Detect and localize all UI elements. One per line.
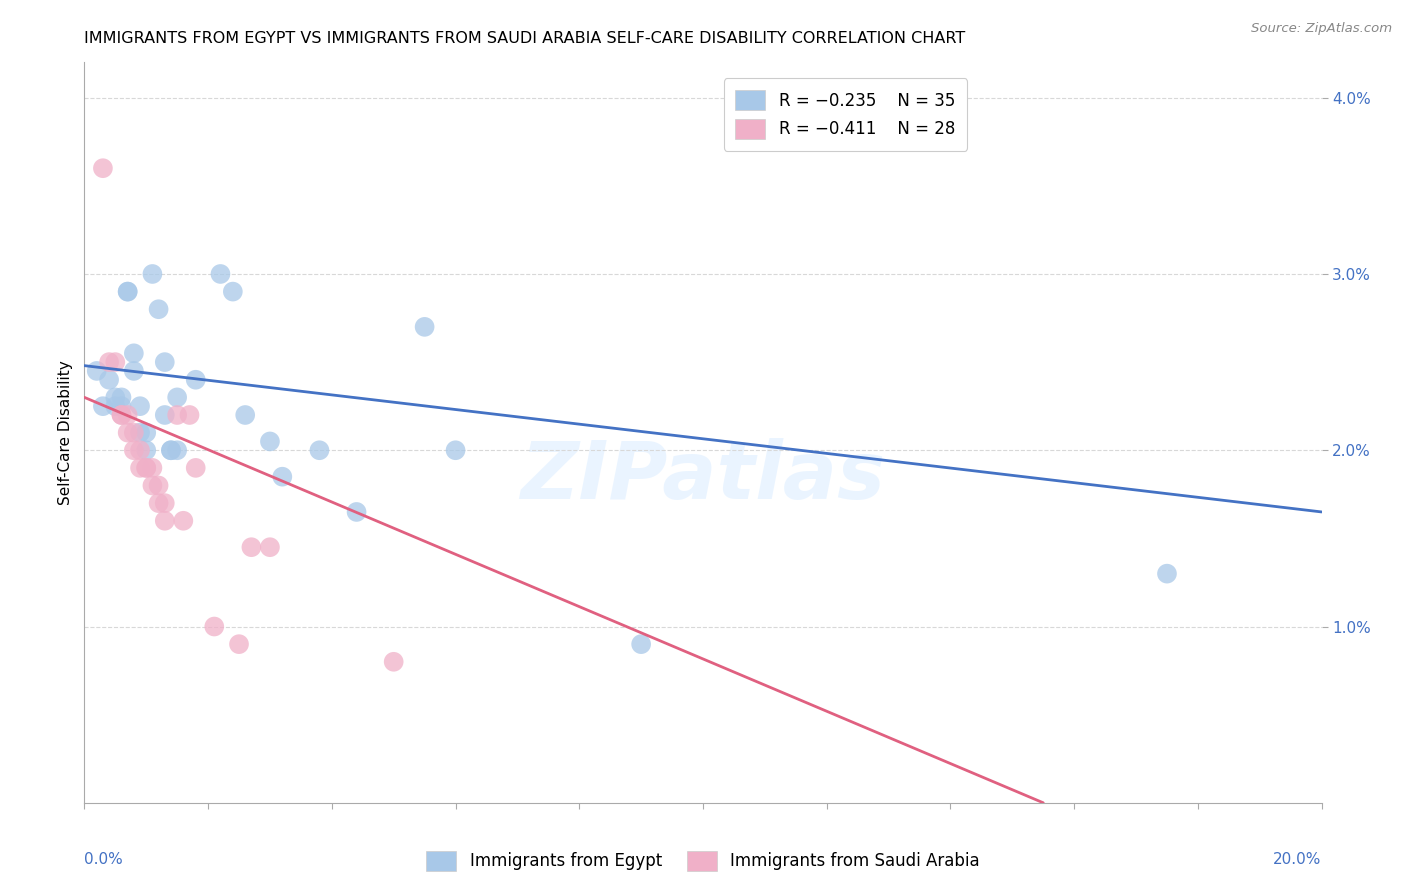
Text: 20.0%: 20.0%: [1274, 852, 1322, 867]
Point: [413, 319, 436, 334]
Point: [382, 655, 405, 669]
Point: [122, 443, 145, 458]
Point: [98, 373, 121, 387]
Point: [153, 496, 176, 510]
Point: [86, 364, 108, 378]
Text: 0.0%: 0.0%: [84, 852, 124, 867]
Point: [129, 443, 152, 458]
Point: [135, 443, 157, 458]
Point: [308, 443, 330, 458]
Point: [259, 540, 281, 554]
Point: [110, 390, 132, 404]
Point: [91, 399, 114, 413]
Point: [444, 443, 467, 458]
Point: [148, 478, 170, 492]
Point: [117, 425, 139, 440]
Point: [135, 461, 157, 475]
Point: [104, 355, 127, 369]
Point: [179, 408, 201, 422]
Point: [346, 505, 368, 519]
Point: [228, 637, 250, 651]
Point: [160, 443, 183, 458]
Legend: R = −0.235    N = 35, R = −0.411    N = 28: R = −0.235 N = 35, R = −0.411 N = 28: [724, 78, 967, 151]
Point: [148, 496, 170, 510]
Point: [110, 408, 132, 422]
Point: [153, 408, 176, 422]
Text: ZIPatlas: ZIPatlas: [520, 438, 886, 516]
Point: [153, 355, 176, 369]
Point: [135, 425, 157, 440]
Point: [166, 390, 188, 404]
Point: [202, 619, 225, 633]
Text: IMMIGRANTS FROM EGYPT VS IMMIGRANTS FROM SAUDI ARABIA SELF-CARE DISABILITY CORRE: IMMIGRANTS FROM EGYPT VS IMMIGRANTS FROM…: [84, 31, 966, 46]
Point: [148, 302, 170, 317]
Point: [104, 390, 127, 404]
Point: [172, 514, 194, 528]
Point: [98, 355, 121, 369]
Point: [240, 540, 263, 554]
Point: [129, 461, 152, 475]
Point: [91, 161, 114, 176]
Point: [117, 408, 139, 422]
Point: [104, 399, 127, 413]
Point: [141, 478, 163, 492]
Point: [117, 285, 139, 299]
Point: [122, 364, 145, 378]
Point: [129, 399, 152, 413]
Point: [259, 434, 281, 449]
Point: [129, 425, 152, 440]
Point: [110, 408, 132, 422]
Text: Source: ZipAtlas.com: Source: ZipAtlas.com: [1251, 22, 1392, 36]
Point: [209, 267, 232, 281]
Point: [184, 461, 207, 475]
Legend: Immigrants from Egypt, Immigrants from Saudi Arabia: Immigrants from Egypt, Immigrants from S…: [418, 842, 988, 880]
Point: [160, 443, 183, 458]
Point: [166, 408, 188, 422]
Point: [110, 399, 132, 413]
Point: [153, 514, 176, 528]
Point: [166, 443, 188, 458]
Point: [141, 461, 163, 475]
Y-axis label: Self-Care Disability: Self-Care Disability: [58, 360, 73, 505]
Point: [222, 285, 245, 299]
Point: [271, 469, 294, 483]
Point: [122, 346, 145, 360]
Point: [141, 267, 163, 281]
Point: [122, 425, 145, 440]
Point: [117, 285, 139, 299]
Point: [135, 461, 157, 475]
Point: [233, 408, 256, 422]
Point: [184, 373, 207, 387]
Point: [1156, 566, 1178, 581]
Point: [630, 637, 652, 651]
